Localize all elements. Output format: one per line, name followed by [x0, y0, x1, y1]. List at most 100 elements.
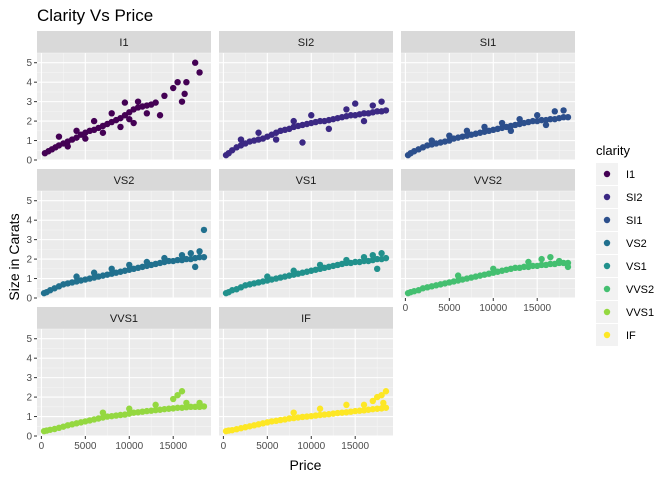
data-point [428, 137, 435, 144]
data-point [90, 117, 98, 125]
y-tick-label: 3 [26, 97, 32, 108]
x-tick-label: 15000 [523, 303, 551, 314]
legend-item-VVS1: VVS1 [596, 301, 654, 323]
x-tick-label: 0 [221, 441, 227, 452]
data-point [64, 143, 71, 150]
x-tick-label: 0 [39, 441, 45, 452]
data-point [538, 261, 545, 269]
facet-strip-label: VVS1 [110, 313, 138, 325]
data-point [174, 404, 181, 411]
data-point [126, 115, 133, 123]
facet-strip [219, 307, 393, 329]
data-point [178, 252, 186, 259]
facet-panel-VS2: VS2 [37, 169, 211, 299]
data-point [170, 84, 177, 92]
data-point [498, 119, 506, 127]
legend-swatch [603, 239, 611, 247]
panel-background [219, 191, 393, 298]
y-tick-label: 4 [26, 354, 32, 365]
panel-background [37, 329, 211, 436]
legend-label: SI1 [626, 215, 643, 227]
legend-item-I1: I1 [596, 163, 635, 185]
data-point [360, 401, 368, 409]
data-point [191, 403, 199, 411]
legend-label: VVS1 [626, 307, 654, 319]
data-point [454, 272, 462, 279]
data-point [187, 250, 194, 257]
data-point [564, 263, 572, 271]
legend-item-VS1: VS1 [596, 255, 647, 277]
data-point [161, 92, 168, 100]
facet-strip [37, 31, 211, 53]
data-point [529, 117, 537, 125]
facet-strip-label: I1 [119, 37, 128, 49]
data-point [73, 273, 80, 280]
data-point [382, 254, 390, 262]
data-point [299, 139, 306, 146]
data-point [73, 127, 80, 135]
data-point [196, 69, 203, 76]
y-tick-label: 1 [26, 274, 32, 285]
data-point [170, 395, 177, 403]
x-tick-label: 0 [403, 303, 409, 314]
data-point [117, 123, 124, 131]
y-tick-label: 0 [26, 156, 32, 167]
y-tick-label: 2 [26, 393, 32, 404]
data-point [369, 102, 376, 109]
data-point [152, 401, 159, 409]
data-point [529, 262, 537, 270]
data-point [507, 127, 515, 135]
facet-strip [401, 31, 575, 53]
data-point [538, 116, 545, 124]
data-point [360, 253, 368, 261]
data-point [121, 99, 129, 106]
data-point [547, 260, 554, 268]
facet-strip-label: SI2 [298, 37, 315, 49]
data-point [547, 253, 554, 261]
legend-label: VVS2 [626, 284, 654, 296]
data-point [90, 269, 98, 276]
y-tick-label: 4 [26, 216, 32, 227]
data-point [560, 114, 567, 121]
legend-item-SI1: SI1 [596, 209, 643, 231]
data-point [272, 136, 280, 143]
data-point [369, 397, 376, 405]
data-point [378, 391, 385, 399]
data-point [512, 264, 519, 272]
y-tick-label: 0 [26, 294, 32, 305]
data-point [290, 117, 297, 125]
y-tick-label: 4 [26, 78, 32, 89]
legend-label: I1 [626, 169, 635, 181]
legend-title: clarity [596, 143, 630, 158]
data-point [143, 110, 151, 117]
data-point [352, 258, 359, 266]
facet-strip [401, 169, 575, 191]
y-axis-labels: 0 1 2 3 4 5 0 1 2 3 4 5 0 1 2 3 4 5 [26, 58, 37, 443]
x-tick-label: 10000 [479, 303, 507, 314]
data-point [343, 401, 350, 409]
facet-strip-label: IF [301, 313, 311, 325]
facet-strip-label: VVS2 [474, 175, 502, 187]
x-tick-label: 10000 [115, 441, 143, 452]
data-point [181, 90, 188, 98]
data-point [481, 123, 488, 131]
facet-strip [219, 169, 393, 191]
y-tick-label: 1 [26, 412, 32, 423]
data-point [520, 263, 528, 271]
data-point [130, 119, 137, 127]
data-point [325, 125, 333, 133]
y-tick-label: 5 [26, 196, 32, 207]
data-point [382, 404, 390, 411]
facet-strip [37, 169, 211, 191]
legend-item-VVS2: VVS2 [596, 278, 654, 300]
data-point [183, 255, 190, 263]
data-point [382, 388, 390, 395]
data-point [490, 265, 497, 273]
legend-swatch [603, 308, 611, 316]
data-point [255, 129, 262, 136]
data-point [196, 399, 203, 407]
data-point [378, 250, 385, 257]
legend: clarity I1 SI2 SI1 VS2 VS1 VVS2 VVS1 IF [596, 143, 654, 346]
facet-strip-label: VS2 [114, 175, 135, 187]
